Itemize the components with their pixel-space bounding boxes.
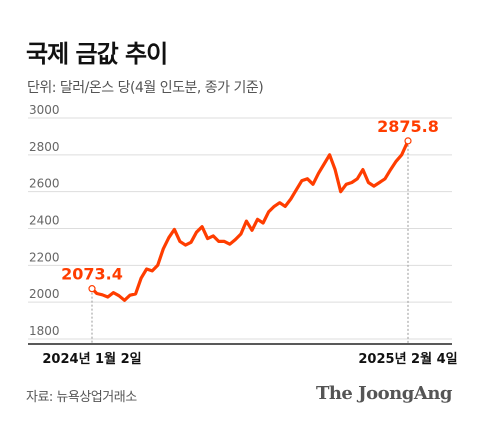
source-note: 자료: 뉴욕상업거래소 <box>26 390 137 405</box>
chart-title: 국제 금값 추이 <box>26 40 168 68</box>
data-label: 2073.4 <box>61 265 123 284</box>
chart-subtitle: 단위: 달러/온스 당(4월 인도분, 종가 기준) <box>27 80 264 96</box>
y-tick-label: 2000 <box>29 287 60 301</box>
annotation-point <box>88 285 96 293</box>
series-line <box>90 139 410 302</box>
y-tick-label: 2200 <box>29 250 60 264</box>
data-label: 2875.8 <box>377 117 439 136</box>
x-tick-label: 2025년 2월 4일 <box>358 351 457 367</box>
x-tick-label: 2024년 1월 2일 <box>42 351 141 367</box>
y-tick-label: 2800 <box>29 140 60 154</box>
annotation-point <box>404 137 412 145</box>
y-tick-label: 1800 <box>29 324 60 338</box>
y-tick-label: 2600 <box>29 177 60 191</box>
y-tick-label: 2400 <box>29 214 60 228</box>
y-tick-label: 3000 <box>29 103 60 117</box>
brand-logo: The JoongAng <box>315 383 453 404</box>
